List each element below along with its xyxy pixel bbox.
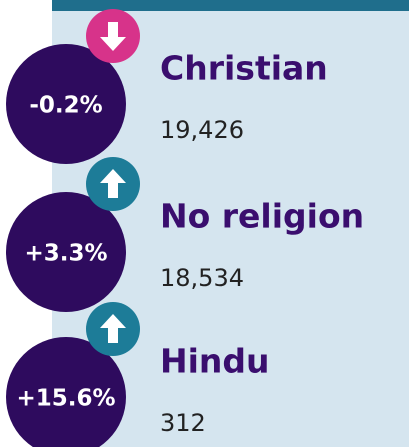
change-circle [6,44,126,164]
religion-name: Hindu [160,342,270,381]
religion-name: Christian [160,49,328,88]
population-count: 18,534 [160,264,244,292]
religion-name: No religion [160,197,364,236]
population-count: 312 [160,409,206,437]
direction-arrow [100,314,126,343]
change-label: +15.6% [16,386,115,412]
direction-arrow [100,169,126,198]
change-circle [6,337,126,447]
population-count: 19,426 [160,116,244,144]
change-circle [6,192,126,312]
change-label: +3.3% [24,241,107,267]
change-label: -0.2% [29,93,102,119]
top-band [52,0,409,11]
direction-arrow [100,22,126,51]
